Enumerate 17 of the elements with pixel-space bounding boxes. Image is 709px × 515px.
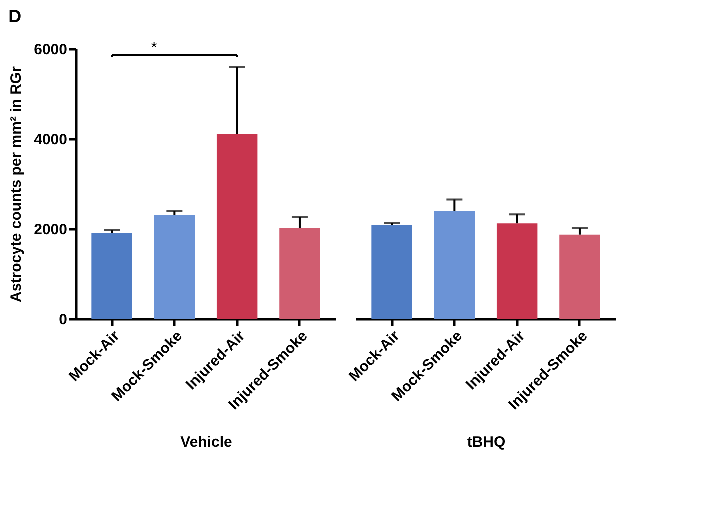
- y-tick-label: 2000: [34, 222, 68, 238]
- bar: [92, 233, 132, 319]
- x-axis-title: tBHQ: [467, 434, 506, 451]
- bar: [280, 228, 320, 319]
- bar: [154, 216, 196, 319]
- chart-title: D: [8, 6, 22, 26]
- annotation: *: [151, 39, 158, 56]
- bar: [560, 234, 600, 319]
- bar: [216, 134, 258, 319]
- bar: [496, 224, 538, 319]
- bar: [372, 225, 412, 319]
- y-tick-label: 6000: [34, 42, 68, 58]
- x-axis-title: Vehicle: [180, 434, 232, 451]
- y-tick-label: 0: [59, 312, 68, 328]
- y-tick-label: 4000: [34, 132, 68, 148]
- bar: [434, 211, 476, 319]
- y-axis-title: Astrocyte counts per mm² in RGr: [8, 66, 26, 302]
